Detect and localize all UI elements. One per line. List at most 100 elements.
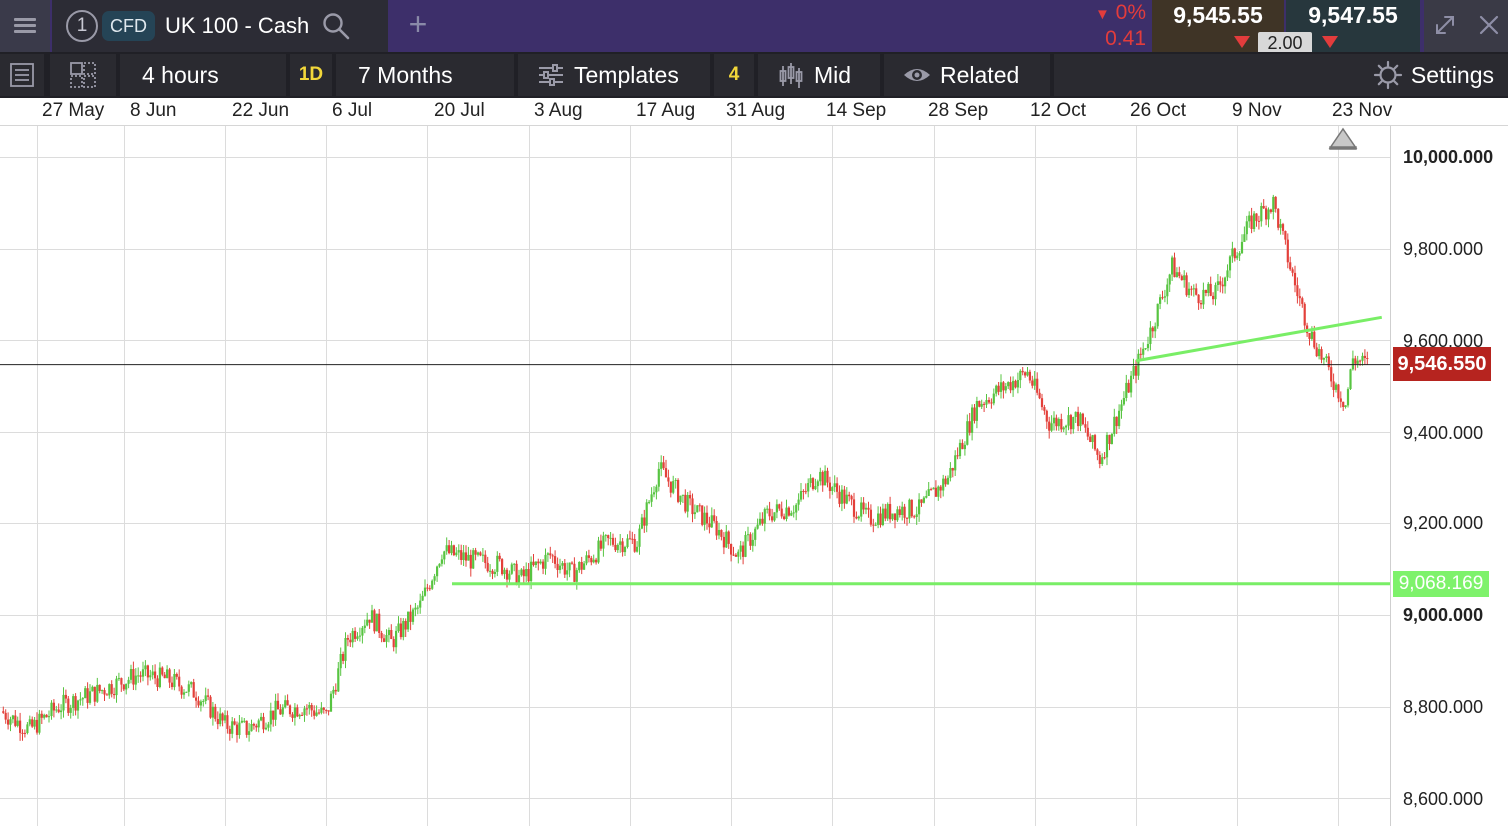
instrument-tab[interactable]: 1 CFD UK 100 - Cash [52, 0, 388, 52]
candle-body [520, 569, 523, 576]
candle-body [38, 713, 41, 733]
candle-body [1322, 358, 1325, 360]
candle-body [1031, 380, 1034, 386]
candle-body [783, 516, 786, 519]
scroll-to-latest-icon[interactable] [1328, 127, 1358, 150]
candle-body [250, 724, 253, 732]
candle-body [1286, 239, 1289, 263]
candle-body [207, 695, 210, 697]
candle-body [1156, 303, 1159, 327]
candle-body [28, 719, 31, 725]
candle-body [758, 518, 762, 525]
candle-body [1072, 417, 1075, 430]
candle-body [992, 393, 995, 404]
candle-body [1332, 381, 1335, 390]
add-tab-button[interactable]: + [408, 6, 428, 42]
candle-body [1334, 384, 1338, 390]
date-label: 3 Aug [534, 100, 583, 121]
candle-body [1301, 298, 1304, 304]
candle-body [161, 667, 164, 675]
candle-body [850, 496, 853, 500]
candle-body [390, 630, 393, 639]
candle-body [380, 633, 383, 639]
candle-body [7, 719, 10, 725]
interval-selector[interactable]: 4 hours [120, 54, 286, 96]
candlestick-chart[interactable] [0, 126, 1390, 826]
candle-body [438, 563, 441, 567]
settings-label: Settings [1410, 61, 1494, 88]
candle-body [1028, 371, 1031, 381]
candle-body [9, 719, 12, 725]
candle-body [710, 515, 713, 528]
candle-body [616, 544, 619, 551]
close-icon[interactable] [1474, 10, 1504, 40]
interval-1d-label: 1D [298, 64, 324, 85]
candle-body [158, 667, 161, 687]
candle-body [737, 551, 740, 557]
candle-body [47, 716, 51, 718]
candle-body [503, 569, 506, 575]
candle-body [1289, 262, 1292, 270]
price-chart[interactable] [0, 126, 1390, 826]
candle-body [650, 494, 653, 502]
candle-body [1221, 284, 1224, 287]
candle-body [1228, 256, 1232, 271]
candle-body [154, 671, 157, 679]
menu-button[interactable] [0, 0, 50, 52]
candle-body [833, 483, 836, 488]
candle-body [614, 544, 617, 551]
candle-body [638, 528, 641, 547]
watchlist-toggle-button[interactable] [0, 54, 44, 96]
candle-body [317, 712, 321, 714]
candle-body [537, 561, 540, 564]
candle-body [961, 442, 964, 450]
candle-body [96, 684, 99, 702]
candle-body [681, 494, 684, 496]
candle-body [498, 555, 501, 560]
candle-body [831, 487, 834, 491]
candle-body [98, 684, 101, 691]
candle-body [346, 638, 349, 640]
candle-body [60, 710, 63, 713]
candle-body [684, 494, 687, 512]
eye-icon [904, 69, 930, 81]
candle-body [141, 669, 145, 677]
price-axis[interactable]: 10,000.000 9,800.000 9,600.000 9,400.000… [1390, 126, 1508, 826]
settings-button[interactable]: Settings [1054, 54, 1508, 96]
candle-body [402, 621, 405, 638]
candle-body [411, 609, 415, 622]
price-type-button[interactable]: Mid [758, 54, 880, 96]
candle-body [708, 523, 711, 528]
candle-body [382, 638, 386, 642]
candle-body [785, 507, 788, 519]
date-label: 8 Jun [130, 100, 177, 121]
price-change: ▼ 0% 0.41 [1076, 0, 1146, 52]
range-selector[interactable]: 7 Months [336, 54, 514, 96]
expand-icon[interactable] [1430, 10, 1460, 40]
layout-button[interactable] [50, 54, 116, 96]
candle-body [1161, 297, 1164, 299]
candle-body [990, 402, 993, 404]
range-label: 7 Months [358, 61, 453, 88]
candle-body [958, 442, 962, 457]
candle-body [45, 714, 48, 718]
related-button[interactable]: Related [884, 54, 1050, 96]
candle-body [744, 535, 747, 557]
candle-body [703, 512, 706, 525]
candle-body [657, 468, 660, 487]
date-label: 31 Aug [726, 100, 786, 121]
candle-body [354, 630, 357, 639]
search-icon[interactable] [321, 11, 351, 41]
candle-body [780, 508, 783, 517]
candle-body [664, 468, 668, 478]
candle-body [848, 494, 851, 497]
candle-body [566, 570, 569, 575]
indicator-count-button[interactable]: 4 [714, 54, 754, 96]
support-level-label[interactable]: 9,068.169 [1393, 571, 1489, 597]
candle-body [720, 530, 723, 537]
interval-1d-button[interactable]: 1D [290, 54, 332, 96]
templates-button[interactable]: Templates [518, 54, 710, 96]
candle-body [228, 728, 231, 734]
candle-body [633, 539, 636, 552]
candle-body [826, 470, 829, 483]
